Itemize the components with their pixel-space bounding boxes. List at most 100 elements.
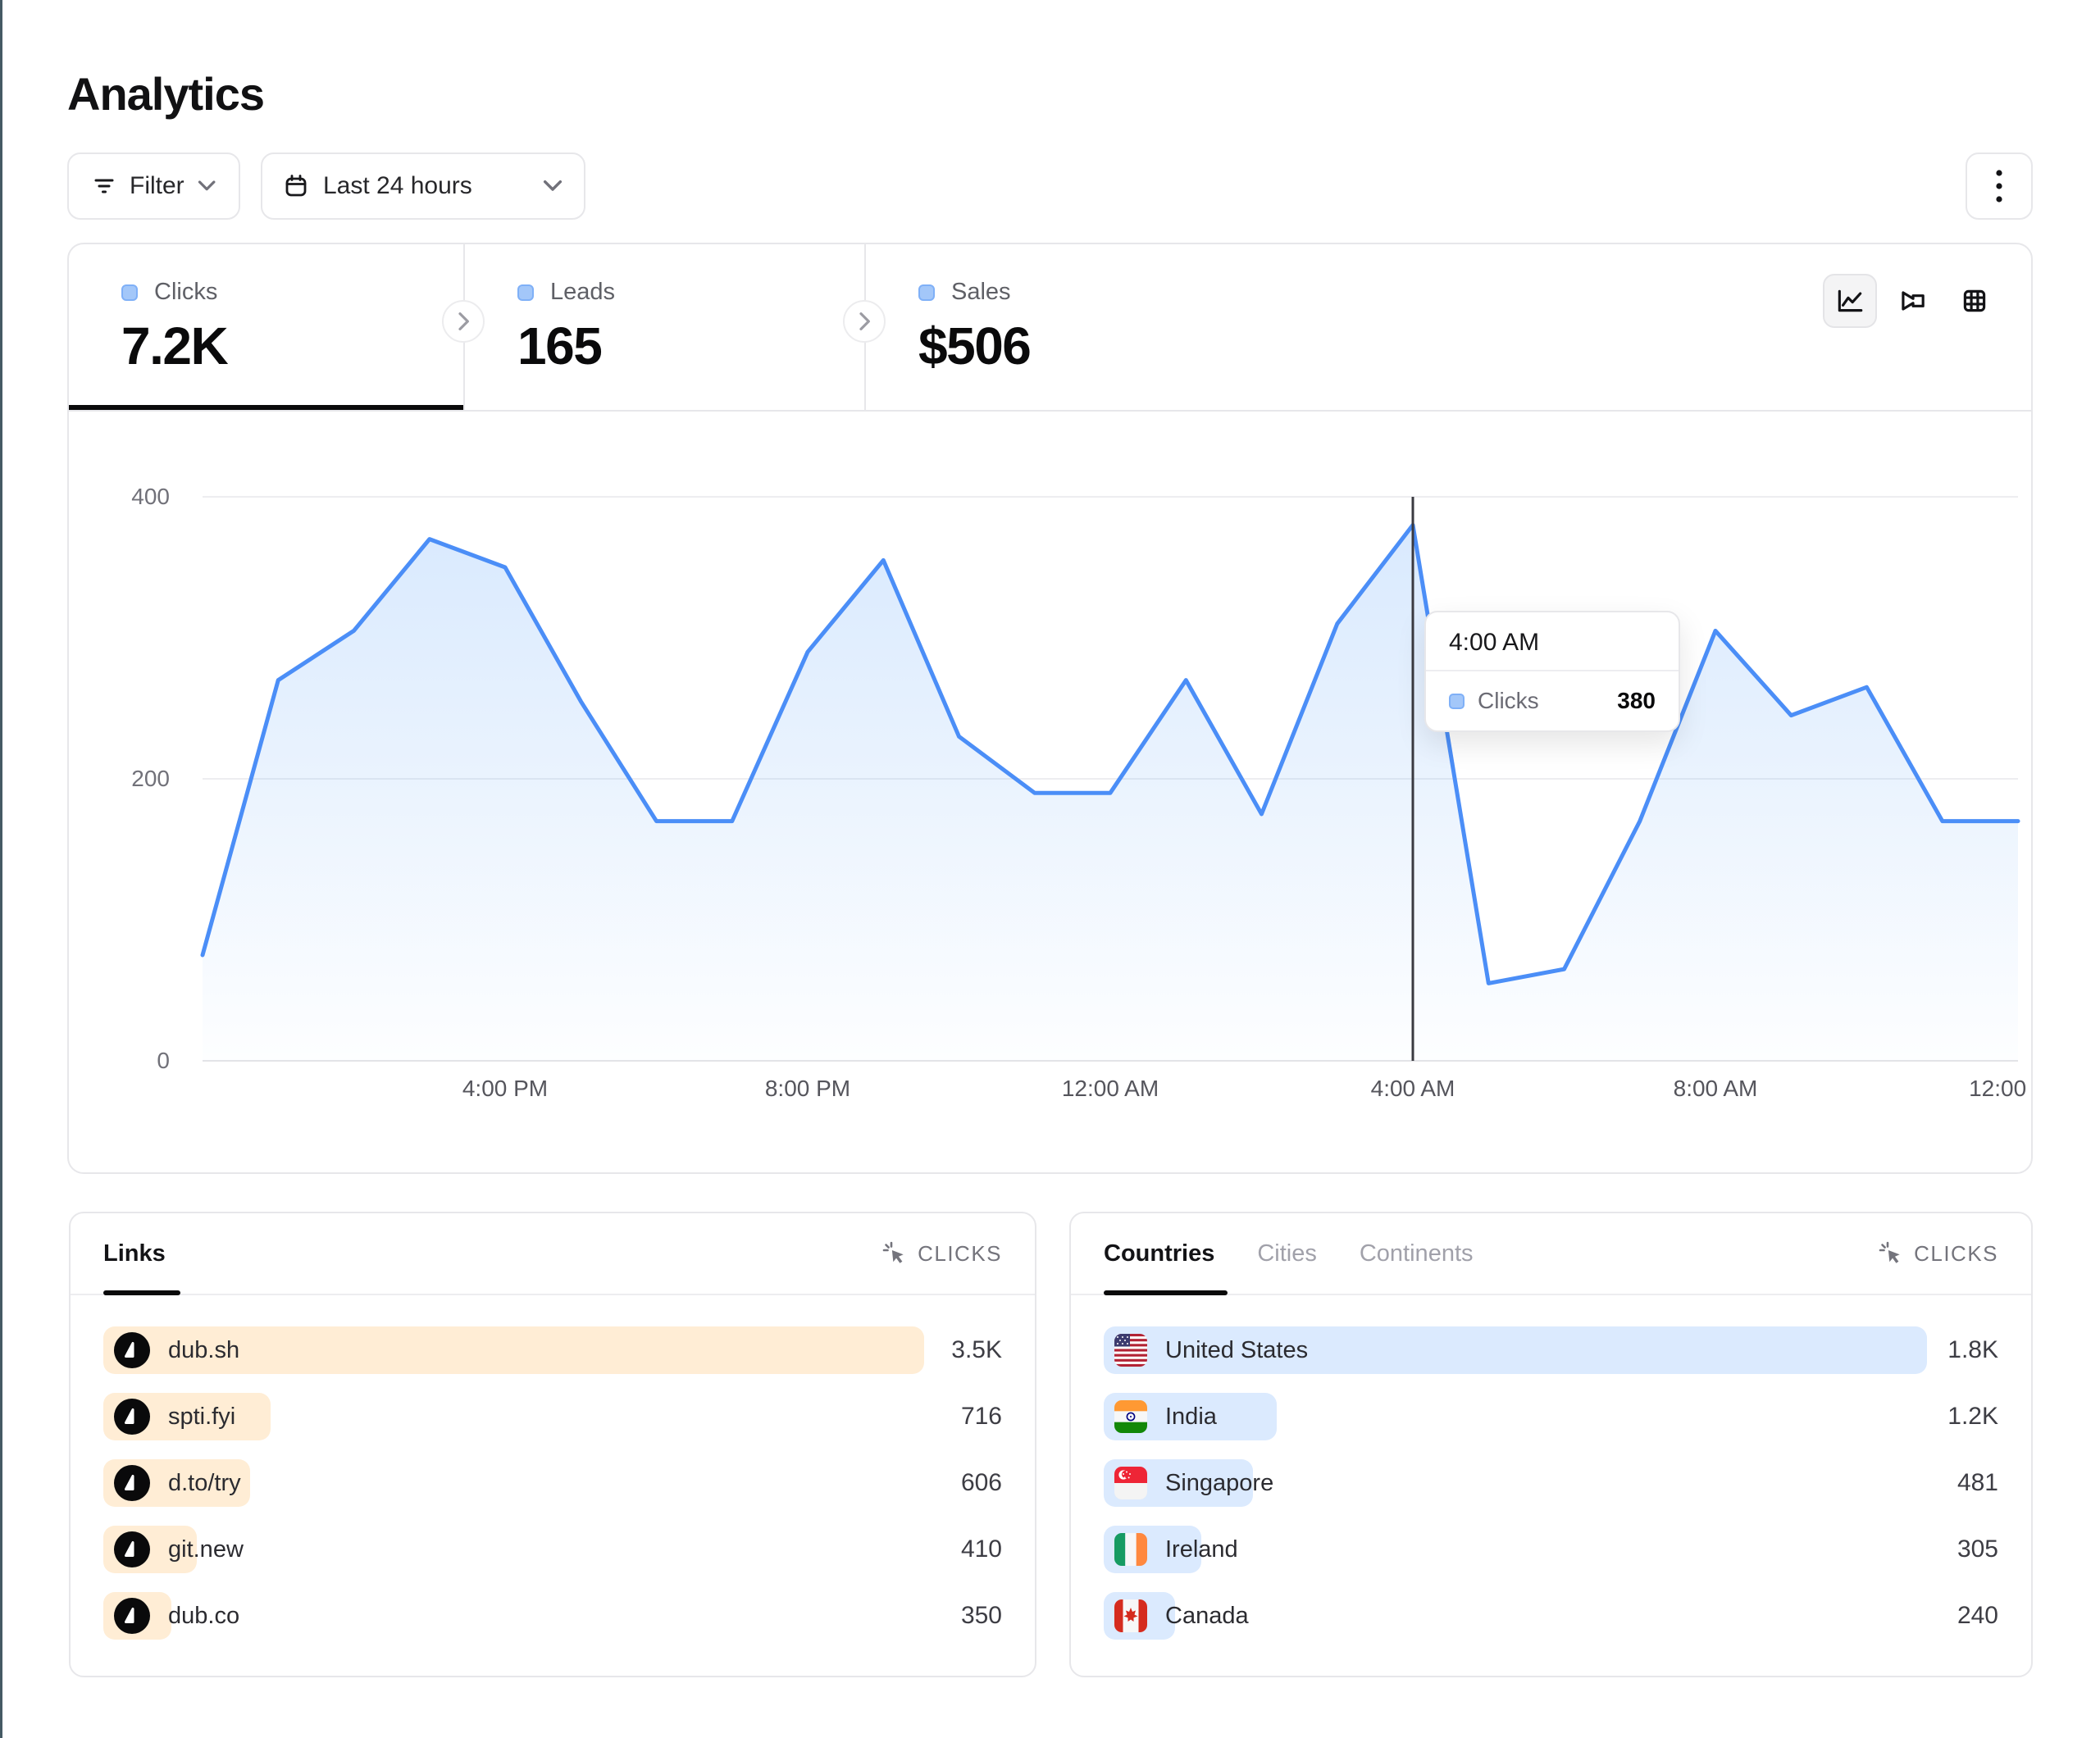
leads-value: 165 xyxy=(517,316,603,375)
tooltip-series-label: Clicks xyxy=(1478,688,1539,713)
value-bar xyxy=(1104,1326,1927,1374)
dub-logo-icon xyxy=(114,1598,150,1634)
list-item-label: git.new xyxy=(168,1536,244,1563)
filter-icon xyxy=(94,179,114,193)
filter-button-label: Filter xyxy=(130,172,184,199)
table-view-button[interactable] xyxy=(1947,274,2002,328)
list-item-label: spti.fyi xyxy=(168,1403,236,1430)
clicks-tab-label: Clicks xyxy=(154,279,218,305)
list-item-value: 410 xyxy=(960,1536,1002,1563)
list-item-label: Ireland xyxy=(1165,1536,1238,1563)
tab-sales[interactable]: Sales $506 xyxy=(864,244,2031,412)
links-metric-selector[interactable]: CLICKS xyxy=(881,1240,1002,1267)
list-item-value: 3.5K xyxy=(951,1336,1002,1363)
links-list: dub.sh 3.5K spti.fyi 716 d.to/try 606 gi… xyxy=(71,1295,1035,1640)
list-item-value: 481 xyxy=(1957,1469,1998,1496)
list-item-label: dub.co xyxy=(168,1602,240,1629)
india-flag-icon xyxy=(1114,1400,1147,1433)
leads-legend-chip-icon xyxy=(517,284,534,301)
chevron-down-icon xyxy=(543,180,563,191)
date-range-button[interactable]: Last 24 hours xyxy=(261,152,585,220)
links-active-tab-underline xyxy=(103,1290,180,1295)
clicks-value: 7.2K xyxy=(121,316,229,375)
list-item[interactable]: spti.fyi 716 xyxy=(103,1393,1002,1440)
funnel-chart-icon xyxy=(1902,291,1925,311)
chevron-right-icon xyxy=(458,312,469,330)
list-item[interactable]: dub.co 350 xyxy=(103,1592,1002,1640)
clicks-line xyxy=(200,522,2020,985)
chart-view-controls xyxy=(1823,274,2002,328)
chart-tooltip: 4:00 AM Clicks 380 xyxy=(1424,611,1680,732)
countries-metric-selector[interactable]: CLICKS xyxy=(1878,1240,1998,1267)
more-menu-button[interactable] xyxy=(1966,152,2033,220)
list-item-label: United States xyxy=(1165,1336,1309,1363)
list-item[interactable]: Singapore 481 xyxy=(1104,1459,1998,1507)
dub-logo-icon xyxy=(114,1531,150,1567)
list-item-value: 606 xyxy=(960,1469,1002,1496)
cursor-click-icon xyxy=(882,1241,904,1263)
list-item[interactable]: United States 1.8K xyxy=(1104,1326,1998,1374)
split-leads-sales-button[interactable] xyxy=(843,300,886,343)
tab-cities[interactable]: Cities xyxy=(1257,1240,1317,1267)
leads-tab-label: Leads xyxy=(550,279,616,305)
list-item-value: 716 xyxy=(960,1403,1002,1430)
cursor-click-icon xyxy=(1879,1241,1900,1263)
tooltip-value: 380 xyxy=(1617,688,1656,713)
list-item[interactable]: git.new 410 xyxy=(103,1526,1002,1573)
y-tick-label: 0 xyxy=(157,1048,170,1073)
list-item-label: d.to/try xyxy=(168,1469,241,1496)
tab-clicks[interactable]: Clicks 7.2K xyxy=(69,244,463,412)
page-title: Analytics xyxy=(67,68,265,120)
list-item[interactable]: Ireland 305 xyxy=(1104,1526,1998,1573)
list-item-value: 1.8K xyxy=(1947,1336,1998,1363)
sales-tab-label: Sales xyxy=(951,279,1011,305)
date-range-label: Last 24 hours xyxy=(323,172,472,199)
clicks-chart[interactable]: 0 200 400 4:00 PM 8:00 PM 12:00 AM 4:00 AM 8:0… xyxy=(69,412,2031,1172)
funnel-chart-view-button[interactable] xyxy=(1885,274,1939,328)
tab-leads[interactable]: Leads 165 xyxy=(463,244,864,412)
list-item[interactable]: India 1.2K xyxy=(1104,1393,1998,1440)
x-tick-label: 12:00 AM xyxy=(1061,1076,1159,1101)
x-tick-label: 8:00 AM xyxy=(1673,1076,1758,1101)
value-bar xyxy=(103,1326,924,1374)
clicks-legend-chip-icon xyxy=(121,284,138,301)
countries-metric-label: CLICKS xyxy=(1914,1240,1998,1266)
tab-countries[interactable]: Countries xyxy=(1104,1240,1215,1267)
table-view-icon xyxy=(1963,289,1986,312)
list-item[interactable]: dub.sh 3.5K xyxy=(103,1326,1002,1374)
line-chart-view-button[interactable] xyxy=(1823,274,1877,328)
list-item-label: Canada xyxy=(1165,1602,1249,1629)
countries-list: United States 1.8K India 1.2K Singapore … xyxy=(1071,1295,2031,1640)
list-item[interactable]: d.to/try 606 xyxy=(103,1459,1002,1507)
us-flag-icon xyxy=(1114,1334,1147,1367)
calendar-icon xyxy=(285,175,307,197)
sales-value: $506 xyxy=(918,316,1032,375)
links-panel: Links CLICKS dub.sh 3.5K spti.fyi 716 d.… xyxy=(69,1212,1036,1677)
chevron-right-icon xyxy=(859,312,870,330)
analytics-card: Clicks 7.2K Leads 165 Sales $506 xyxy=(67,243,2033,1174)
sales-legend-chip-icon xyxy=(918,284,935,301)
list-item-value: 1.2K xyxy=(1947,1403,1998,1430)
list-item-value: 240 xyxy=(1957,1602,1998,1629)
tab-continents[interactable]: Continents xyxy=(1359,1240,1474,1267)
list-item-value: 350 xyxy=(960,1602,1002,1629)
kebab-menu-icon xyxy=(1996,170,2002,202)
y-tick-label: 400 xyxy=(131,484,170,509)
singapore-flag-icon xyxy=(1114,1467,1147,1499)
list-item[interactable]: Canada 240 xyxy=(1104,1592,1998,1640)
split-clicks-leads-button[interactable] xyxy=(442,300,485,343)
tooltip-time: 4:00 AM xyxy=(1426,612,1679,671)
x-tick-label: 4:00 PM xyxy=(462,1076,549,1101)
list-item-label: India xyxy=(1165,1403,1217,1430)
list-item-label: Singapore xyxy=(1165,1469,1274,1496)
list-item-value: 305 xyxy=(1957,1536,1998,1563)
active-tab-underline xyxy=(69,405,463,410)
filter-button[interactable]: Filter xyxy=(67,152,240,220)
tab-links[interactable]: Links xyxy=(103,1240,166,1267)
ireland-flag-icon xyxy=(1114,1533,1147,1566)
canada-flag-icon xyxy=(1114,1599,1147,1632)
stats-row: Clicks 7.2K Leads 165 Sales $506 xyxy=(69,244,2031,412)
x-tick-label: 8:00 PM xyxy=(764,1076,851,1101)
countries-panel: Countries Cities Continents CLICKS Unite… xyxy=(1069,1212,2033,1677)
window-left-border xyxy=(0,0,2,1738)
